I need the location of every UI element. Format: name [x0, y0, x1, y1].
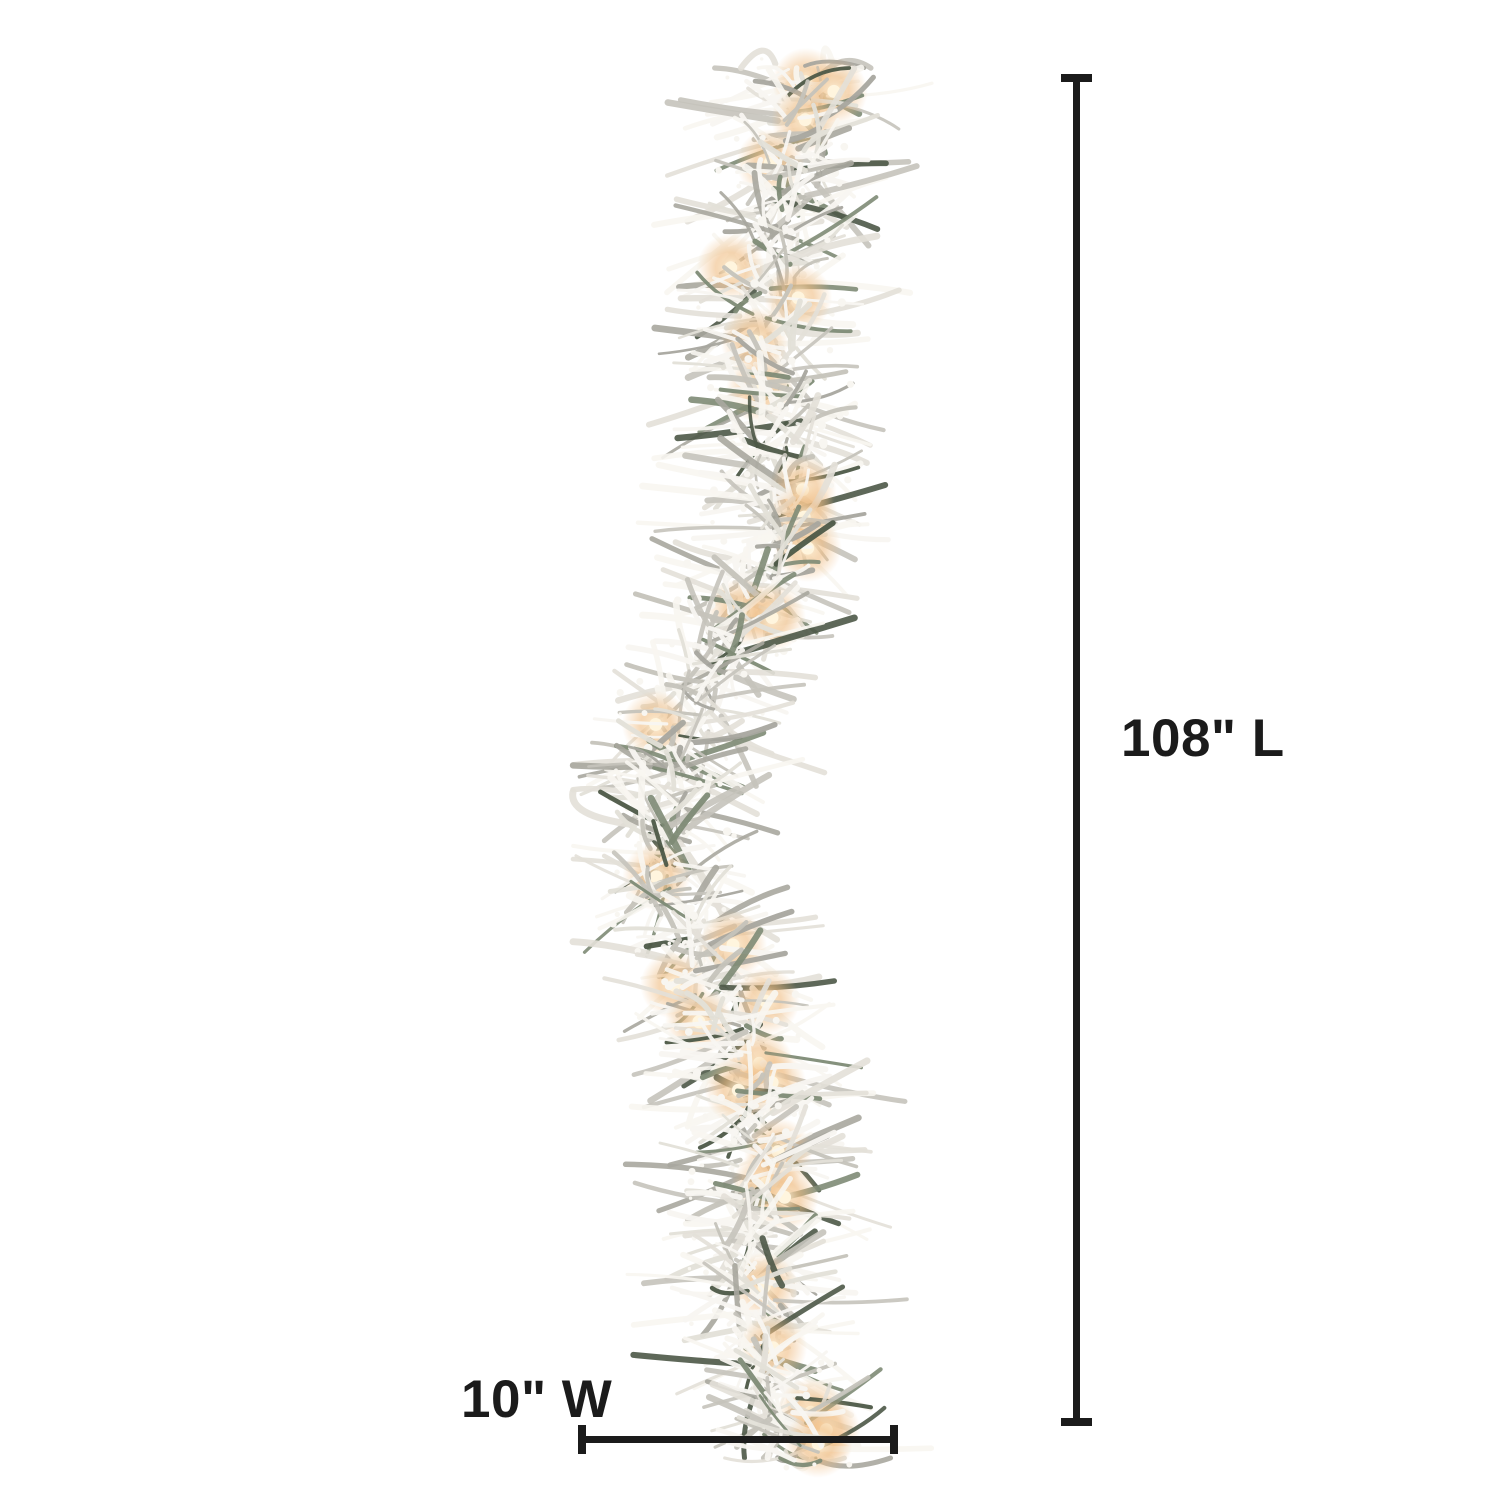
- width-label: 10" W: [461, 1370, 613, 1429]
- length-dimension-line: [1061, 74, 1092, 1426]
- width-line-right-cap: [890, 1425, 898, 1454]
- length-line-stem: [1073, 74, 1080, 1426]
- width-dimension-line: [578, 1425, 898, 1454]
- length-label: 108" L: [1121, 709, 1285, 768]
- width-line-stem: [578, 1436, 898, 1443]
- length-line-bottom-cap: [1061, 1418, 1092, 1426]
